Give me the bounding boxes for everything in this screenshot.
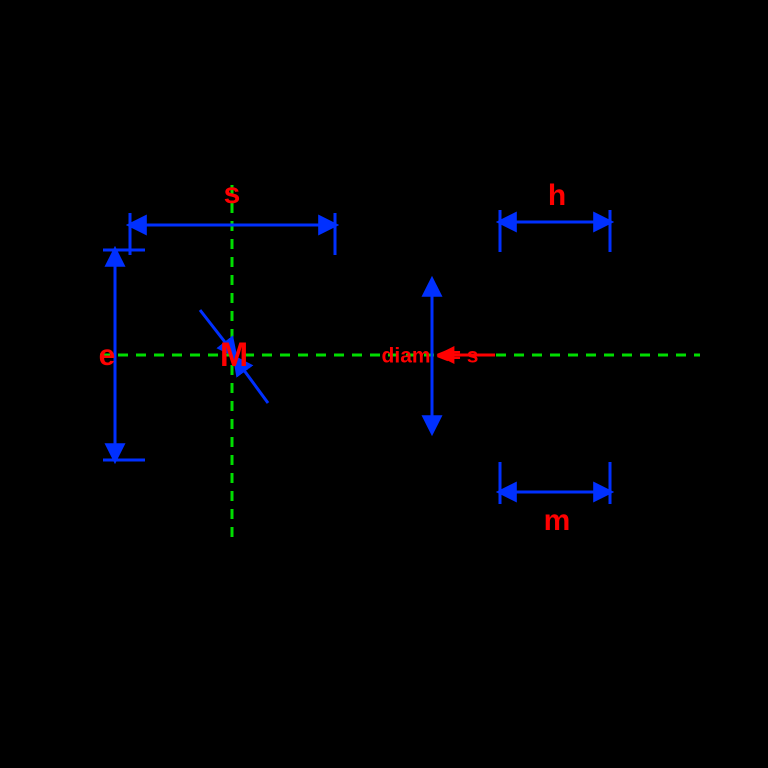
label-e: e	[99, 339, 116, 372]
label-s: s	[224, 177, 241, 210]
label-m: m	[544, 504, 571, 537]
label-M: M	[220, 336, 248, 374]
diagram-canvas: s e Mdiam <= s h m	[0, 0, 768, 768]
label-h: h	[548, 179, 566, 212]
label-diam: diam <= s	[382, 345, 479, 368]
